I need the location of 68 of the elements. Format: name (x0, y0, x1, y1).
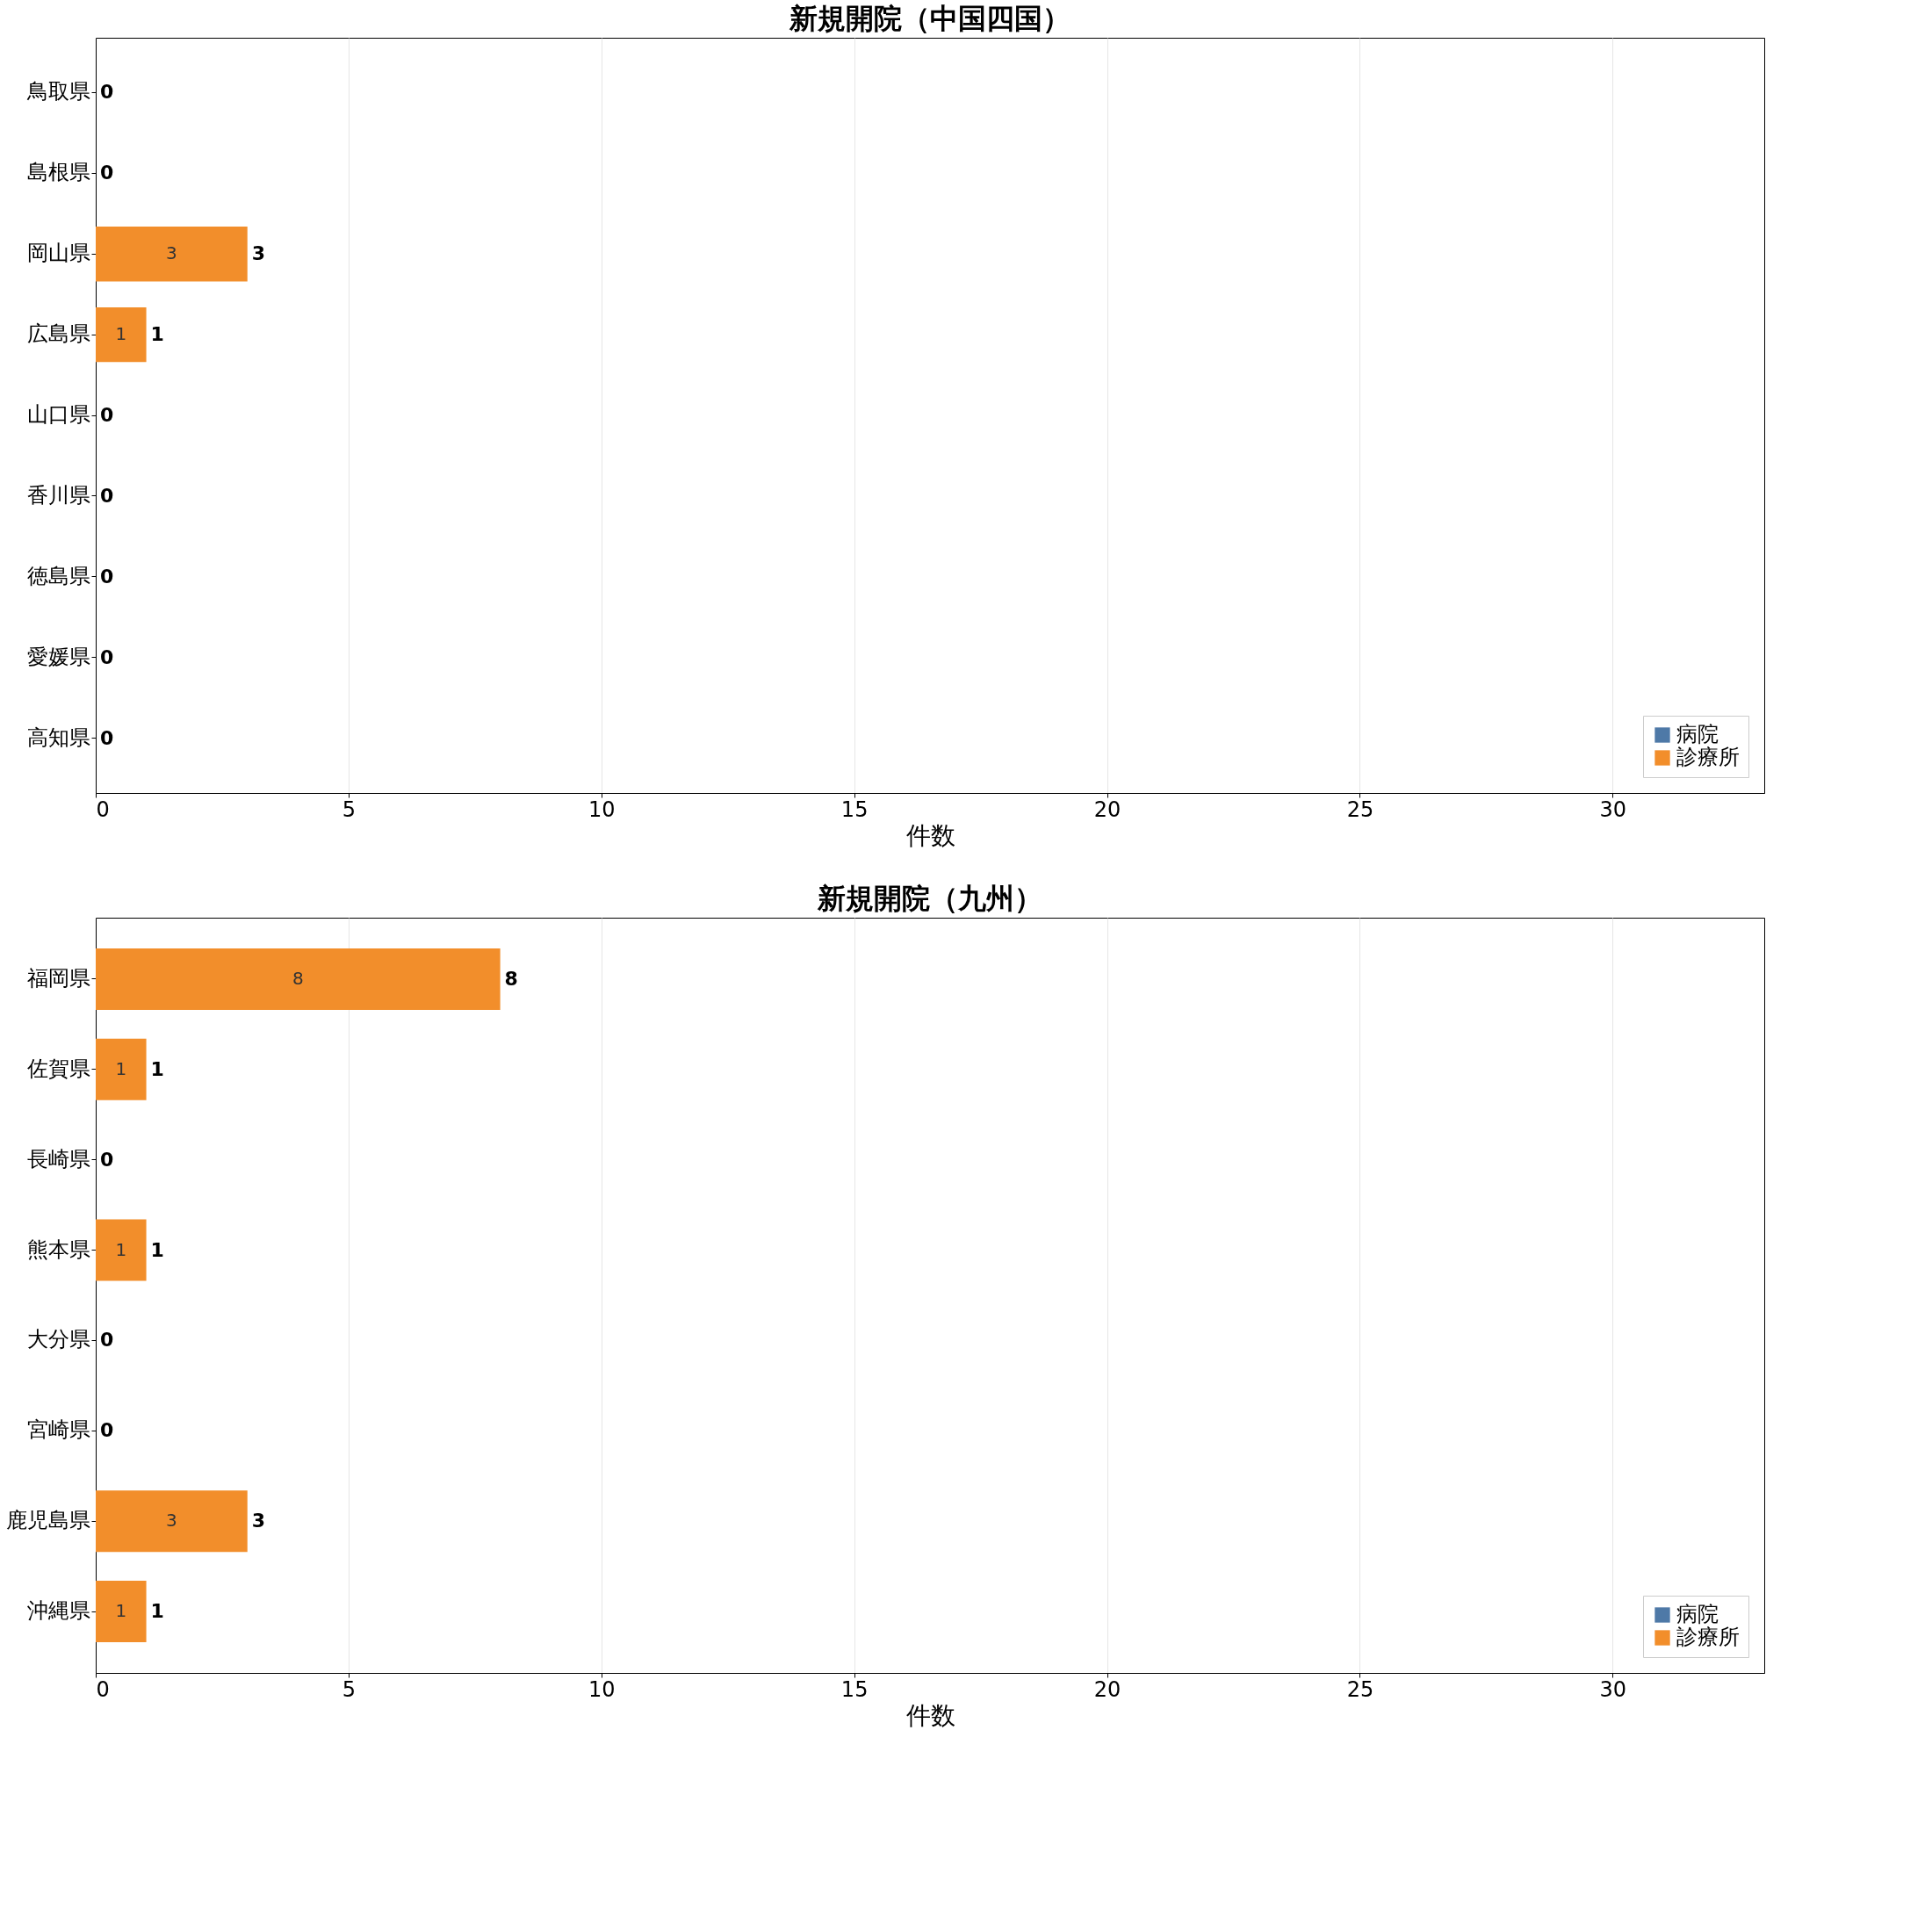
legend-label: 診療所 (1676, 1625, 1740, 1649)
total-label: 1 (150, 1057, 164, 1080)
x-tick-label: 0 (96, 797, 110, 822)
y-tick-label: 鹿児島県 (5, 1508, 90, 1533)
x-tick-label: 25 (1346, 797, 1374, 822)
chart-title: 新規開院（九州） (817, 882, 1042, 915)
x-tick-label: 10 (588, 797, 616, 822)
y-tick-label: 愛媛県 (26, 644, 90, 669)
data-label: 1 (115, 1238, 127, 1260)
bar (96, 1219, 147, 1281)
total-label: 0 (100, 404, 114, 426)
data-label: 3 (166, 1510, 177, 1532)
x-tick-label: 0 (96, 1676, 110, 1702)
total-label: 0 (100, 1419, 114, 1442)
data-label: 1 (115, 1057, 127, 1079)
y-tick-label: 山口県 (26, 402, 90, 427)
x-tick-label: 5 (342, 1676, 357, 1702)
bar (96, 1581, 147, 1643)
y-tick-label: 佐賀県 (26, 1056, 90, 1081)
x-tick-label: 20 (1093, 1676, 1121, 1702)
y-tick-label: 徳島県 (26, 563, 90, 588)
x-tick-label: 20 (1093, 797, 1121, 822)
total-label: 3 (251, 1510, 266, 1532)
x-tick-label: 15 (840, 1676, 869, 1702)
x-axis-title: 件数 (905, 1700, 955, 1730)
chart-title: 新規開院（中国四国） (789, 2, 1071, 35)
total-label: 0 (100, 484, 114, 507)
y-tick-label: 高知県 (26, 724, 90, 750)
y-tick-label: 香川県 (26, 482, 90, 508)
y-tick-label: 鳥取県 (25, 79, 90, 105)
total-label: 0 (100, 1329, 114, 1352)
data-label: 3 (166, 242, 177, 264)
x-axis-title: 件数 (905, 820, 955, 850)
total-label: 3 (251, 242, 266, 265)
data-label: 1 (115, 1600, 127, 1622)
y-tick-label: 沖縄県 (26, 1598, 90, 1624)
y-tick-label: 熊本県 (26, 1236, 90, 1262)
x-tick-label: 10 (588, 1676, 616, 1702)
x-tick-label: 30 (1599, 1676, 1627, 1702)
data-label: 8 (292, 967, 304, 989)
total-label: 1 (150, 323, 164, 346)
x-tick-label: 5 (342, 797, 357, 822)
bar (96, 948, 501, 1010)
y-tick-label: 宮崎県 (26, 1417, 90, 1443)
y-tick-label: 広島県 (26, 321, 90, 347)
y-tick-label: 島根県 (26, 160, 90, 185)
total-label: 0 (100, 81, 114, 104)
total-label: 0 (100, 645, 114, 668)
x-tick-label: 15 (840, 797, 869, 822)
x-tick-label: 30 (1599, 797, 1627, 822)
total-label: 0 (100, 1148, 114, 1171)
total-label: 8 (504, 967, 518, 990)
x-tick-label: 25 (1346, 1676, 1374, 1702)
legend-label: 診療所 (1676, 745, 1740, 769)
legend-label: 病院 (1676, 1602, 1719, 1626)
y-tick-label: 長崎県 (26, 1146, 90, 1171)
total-label: 0 (100, 726, 114, 749)
total-label: 0 (100, 162, 114, 184)
bar (96, 1038, 147, 1100)
y-tick-label: 大分県 (26, 1327, 90, 1352)
data-label: 1 (115, 323, 127, 345)
y-tick-label: 福岡県 (26, 965, 90, 991)
bar (96, 1490, 248, 1553)
y-tick-label: 岡山県 (26, 241, 90, 266)
total-label: 1 (150, 1238, 164, 1261)
legend-label: 病院 (1676, 722, 1719, 746)
total-label: 0 (100, 565, 114, 588)
total-label: 1 (150, 1600, 164, 1623)
